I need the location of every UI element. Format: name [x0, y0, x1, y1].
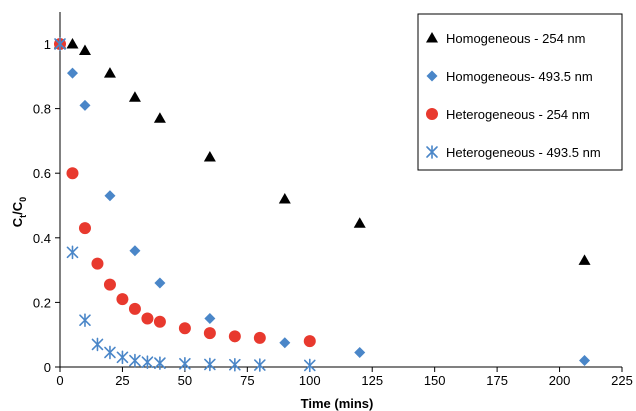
x-axis-title: Time (mins) — [301, 396, 374, 411]
data-point — [66, 245, 79, 260]
data-point — [129, 245, 141, 257]
data-point — [179, 356, 191, 371]
legend-label: Homogeneous- 493.5 nm — [446, 69, 593, 84]
data-point — [104, 345, 116, 360]
legend-marker — [426, 108, 438, 120]
data-point — [278, 193, 291, 204]
y-axis-title-sub1: t — [18, 215, 28, 218]
x-tick-label: 175 — [486, 373, 508, 388]
data-point — [203, 327, 216, 340]
y-tick-label: 0.6 — [33, 166, 51, 181]
x-tick-label: 150 — [424, 373, 446, 388]
data-point — [79, 99, 91, 111]
data-points — [54, 37, 591, 373]
data-point — [178, 322, 191, 335]
data-point — [66, 167, 79, 180]
data-point — [128, 91, 141, 102]
x-tick-label: 25 — [115, 373, 129, 388]
x-tick-label: 125 — [361, 373, 383, 388]
data-point — [78, 44, 91, 55]
data-point — [141, 355, 154, 369]
data-point — [66, 67, 78, 79]
data-point — [354, 346, 366, 358]
y-tick-label: 1 — [44, 37, 51, 52]
data-point — [254, 358, 266, 372]
legend-box — [417, 13, 623, 171]
x-tick-label: 200 — [549, 373, 571, 388]
axes — [59, 12, 622, 368]
data-point — [91, 337, 104, 352]
y-tick-label: 0.4 — [33, 231, 51, 246]
data-point — [228, 330, 241, 343]
data-point — [78, 222, 91, 235]
data-point — [103, 67, 116, 78]
data-point — [54, 37, 66, 51]
x-tick-label: 0 — [56, 373, 63, 388]
y-tick-label: 0.8 — [33, 102, 51, 117]
data-point — [141, 312, 154, 325]
x-tick-labels: 0 25 50 75 100 125 150 175 200 225 — [56, 373, 632, 388]
data-point — [204, 313, 216, 325]
data-point — [116, 350, 129, 365]
data-point — [279, 337, 291, 349]
legend-label: Heterogeneous - 254 nm — [446, 107, 590, 122]
y-axis-title-sep: /C — [10, 201, 25, 215]
x-tick-label: 225 — [611, 373, 633, 388]
legend-label: Heterogeneous - 493.5 nm — [446, 145, 601, 160]
data-point — [204, 357, 216, 372]
data-point — [154, 356, 166, 370]
data-point — [229, 357, 241, 372]
data-point — [579, 355, 591, 367]
y-axis-title-main: C — [10, 217, 25, 227]
y-tick-label: 0.2 — [33, 295, 51, 310]
legend-marker — [426, 32, 438, 43]
data-point — [79, 313, 91, 327]
data-point — [253, 331, 266, 344]
y-tick-labels: 0 0.2 0.4 0.6 0.8 1 — [33, 37, 51, 375]
legend-marker — [426, 70, 438, 82]
data-point — [303, 358, 316, 373]
x-tick-label: 50 — [178, 373, 192, 388]
data-point — [66, 38, 79, 49]
data-point — [129, 353, 141, 368]
data-point — [116, 293, 129, 306]
data-point — [203, 151, 216, 162]
y-tick-label: 0 — [44, 360, 51, 375]
data-point — [91, 257, 104, 270]
legend: Homogeneous - 254 nm Homogeneous- 493.5 n… — [417, 13, 623, 171]
data-point — [303, 335, 316, 348]
y-axis-title-sub2: 0 — [18, 197, 28, 202]
legend-marker — [426, 145, 438, 159]
series-circle — [54, 38, 316, 348]
data-point — [153, 315, 166, 328]
data-point — [153, 112, 166, 123]
data-point — [578, 254, 591, 265]
series-asterisk — [54, 37, 316, 373]
x-tick-label: 75 — [240, 373, 254, 388]
legend-label: Homogeneous - 254 nm — [446, 31, 585, 46]
data-point — [128, 302, 141, 315]
data-point — [104, 190, 116, 202]
data-point — [353, 217, 366, 228]
x-tick-label: 100 — [299, 373, 321, 388]
data-point — [103, 278, 116, 291]
y-axis-title: Ct/C0 — [10, 197, 28, 227]
data-point — [154, 277, 166, 289]
